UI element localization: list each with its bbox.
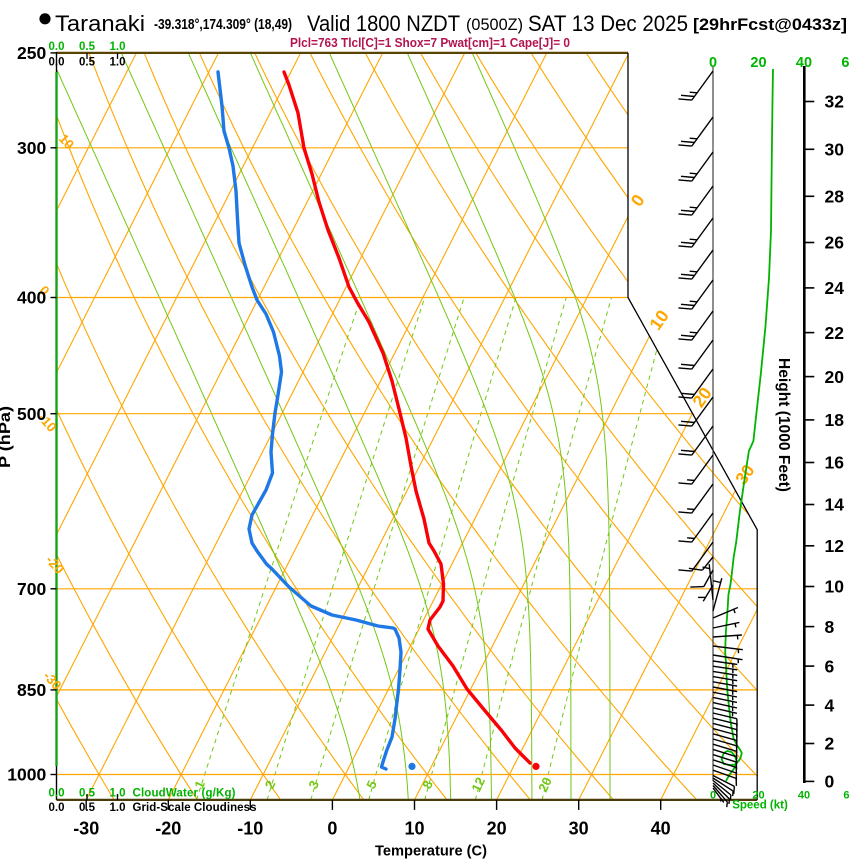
svg-text:12: 12 — [468, 775, 488, 794]
svg-text:32: 32 — [825, 92, 845, 112]
svg-text:1.0: 1.0 — [110, 802, 126, 814]
svg-text:30: 30 — [569, 819, 589, 839]
svg-text:-30: -30 — [73, 819, 99, 839]
svg-text:0.0: 0.0 — [49, 41, 65, 53]
svg-text:40: 40 — [798, 790, 810, 802]
svg-text:20: 20 — [487, 819, 507, 839]
svg-text:1.0: 1.0 — [110, 41, 126, 53]
svg-text:Grid-Scale Cloudiness: Grid-Scale Cloudiness — [133, 802, 257, 814]
svg-text:14: 14 — [825, 495, 845, 515]
svg-text:18: 18 — [825, 410, 845, 430]
svg-text:26: 26 — [825, 233, 845, 253]
svg-text:28: 28 — [825, 187, 845, 207]
svg-text:Valid 1800 NZDT: Valid 1800 NZDT — [307, 11, 460, 36]
svg-text:Taranaki: Taranaki — [55, 11, 145, 36]
svg-text:24: 24 — [825, 278, 845, 298]
svg-text:0: 0 — [825, 772, 835, 792]
svg-text:16: 16 — [825, 453, 845, 473]
svg-text:20: 20 — [750, 55, 766, 71]
svg-text:400: 400 — [17, 288, 46, 308]
svg-text:1.0: 1.0 — [110, 788, 126, 800]
svg-text:20: 20 — [752, 790, 764, 802]
svg-text:850: 850 — [17, 680, 46, 700]
svg-text:250: 250 — [17, 43, 46, 63]
svg-text:10: 10 — [404, 819, 424, 839]
svg-text:(0500Z): (0500Z) — [466, 15, 523, 34]
svg-text:60: 60 — [841, 55, 850, 71]
svg-text:Speed (kt): Speed (kt) — [732, 800, 788, 812]
svg-text:10: 10 — [56, 131, 77, 152]
svg-text:Height (1000 Feet): Height (1000 Feet) — [775, 358, 792, 492]
svg-text:10: 10 — [825, 577, 845, 597]
svg-text:8: 8 — [825, 617, 835, 637]
svg-text:0.5: 0.5 — [79, 802, 96, 814]
svg-text:SAT 13 Dec 2025: SAT 13 Dec 2025 — [528, 11, 688, 36]
svg-text:1000: 1000 — [7, 765, 46, 785]
svg-text:700: 700 — [17, 579, 46, 599]
svg-text:0.5: 0.5 — [79, 788, 96, 800]
svg-text:40: 40 — [796, 55, 812, 71]
svg-text:0.5: 0.5 — [79, 41, 96, 53]
svg-text:2: 2 — [825, 734, 835, 754]
svg-text:-20: -20 — [155, 819, 181, 839]
svg-text:P (hPa): P (hPa) — [0, 406, 14, 468]
svg-text:1.0: 1.0 — [110, 57, 126, 69]
svg-text:6: 6 — [825, 656, 835, 676]
svg-text:0: 0 — [327, 819, 337, 839]
svg-text:[29hrFcst@0433z]: [29hrFcst@0433z] — [693, 15, 847, 34]
svg-text:60: 60 — [843, 790, 850, 802]
svg-text:0.0: 0.0 — [49, 57, 65, 69]
svg-text:500: 500 — [17, 404, 46, 424]
svg-text:300: 300 — [17, 138, 46, 158]
svg-text:Temperature (C): Temperature (C) — [375, 843, 487, 860]
svg-text:40: 40 — [651, 819, 671, 839]
svg-text:-39.318°,174.309° (18,49): -39.318°,174.309° (18,49) — [154, 17, 292, 33]
svg-text:4: 4 — [825, 695, 835, 715]
svg-text:12: 12 — [825, 536, 845, 556]
svg-text:Plcl=763 Tlcl[C]=1 Shox=7 Pwat: Plcl=763 Tlcl[C]=1 Shox=7 Pwat[cm]=1 Cap… — [290, 35, 570, 50]
svg-text:-10: -10 — [237, 819, 263, 839]
svg-text:0.0: 0.0 — [49, 788, 65, 800]
svg-text:20: 20 — [535, 775, 555, 794]
svg-text:0: 0 — [709, 55, 717, 71]
svg-text:0: 0 — [710, 790, 716, 802]
svg-text:30: 30 — [825, 140, 845, 160]
svg-text:0.5: 0.5 — [79, 57, 96, 69]
svg-text:0.0: 0.0 — [49, 802, 65, 814]
svg-text:20: 20 — [825, 367, 845, 387]
svg-text:CloudWater (g/Kg): CloudWater (g/Kg) — [133, 788, 236, 800]
svg-text:22: 22 — [825, 323, 845, 343]
